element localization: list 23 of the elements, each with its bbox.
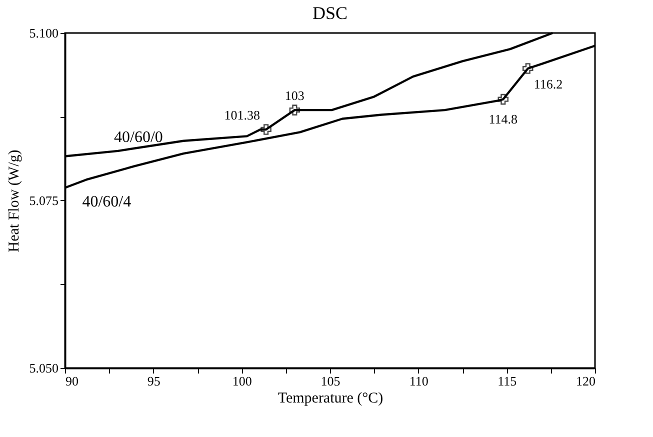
y-tick-label: 5.075 xyxy=(29,193,58,208)
chart-title: DSC xyxy=(312,3,348,23)
point xyxy=(260,124,272,135)
series-label: 40/60/4 xyxy=(82,194,132,211)
series-label: 40/60/0 xyxy=(114,128,163,146)
annotation: 101.38 xyxy=(224,107,260,122)
y-tick-label: 5.050 xyxy=(29,360,58,376)
x-tick-label: 120 xyxy=(576,374,596,388)
point xyxy=(522,63,534,74)
x-tick-label: 95 xyxy=(147,374,160,388)
x-tick-label: 110 xyxy=(409,374,428,388)
y-tick-label: 5.100 xyxy=(29,26,58,40)
x-tick-label: 100 xyxy=(232,374,252,388)
x-axis-title: Temperature (°C) xyxy=(278,390,384,406)
point xyxy=(498,94,509,105)
x-tick-label: 90 xyxy=(66,374,78,388)
x-tick-label: 105 xyxy=(320,374,340,388)
annotation: 103 xyxy=(284,88,304,104)
annotation: 116.2 xyxy=(534,76,563,92)
point xyxy=(289,104,300,116)
x-tick-label: 115 xyxy=(498,374,517,388)
annotation: 114.8 xyxy=(488,111,518,126)
y-axis-title: Heat Flow (W/g) xyxy=(6,150,22,252)
